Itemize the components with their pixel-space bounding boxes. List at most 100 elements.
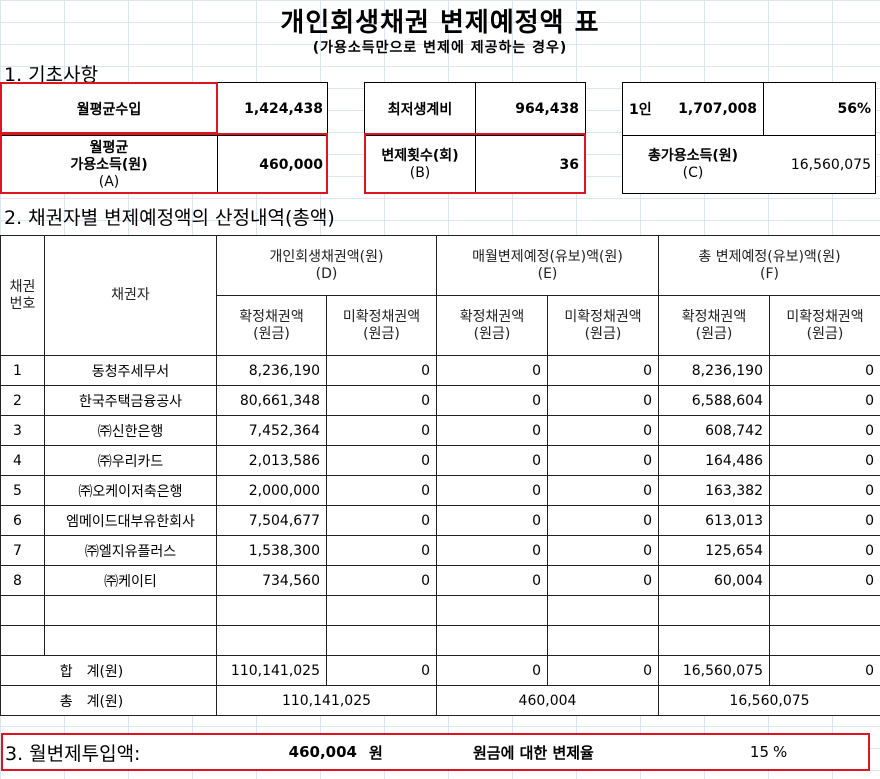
household-amount: 1,707,008 — [678, 101, 757, 117]
subtotal-label: 합 계(원) — [0, 655, 217, 686]
monthly-repayment-amount: 460,004 — [288, 743, 357, 761]
min-living-cost-value: 964,438 — [515, 101, 579, 117]
row-number: 4 — [0, 445, 45, 476]
table-row: 4 ㈜우리카드 2,013,586 0 0 0 164,486 0 — [0, 445, 880, 476]
cell-d-confirmed: 80,661,348 — [216, 385, 327, 416]
cell-e-unconfirmed: 0 — [547, 535, 659, 566]
row-number: 7 — [0, 535, 45, 566]
total-e: 460,004 — [436, 685, 659, 716]
cell-f-confirmed: 6,588,604 — [658, 385, 770, 416]
available-income-label-line1: 월평균 — [89, 139, 129, 156]
cell-e-unconfirmed: 0 — [547, 475, 659, 506]
total-label: 총 계(원) — [0, 685, 217, 716]
total-available-label: 총가용소득(원) (C) — [623, 136, 763, 194]
living-cost-box: 최저생계비 964,438 변제횟수(회) (B) 36 — [364, 82, 586, 194]
cell-f-confirmed: 608,742 — [658, 415, 770, 446]
creditor-name: ㈜오케이저축은행 — [44, 475, 217, 506]
header-e-unconfirmed: 미확정채권액 (원금) — [547, 295, 659, 356]
creditor-name: ㈜우리카드 — [44, 445, 217, 476]
row-number: 1 — [0, 355, 45, 386]
table-row: 3 ㈜신한은행 7,452,364 0 0 0 608,742 0 — [0, 415, 880, 446]
cell-e-confirmed: 0 — [436, 415, 548, 446]
repayment-rate-label: 원금에 대한 변제율 — [473, 743, 594, 762]
monthly-repayment-box: 3. 월변제투입액: 460,004 원 원금에 대한 변제율 15 % — [1, 733, 870, 771]
total-available-value: 16,560,075 — [790, 157, 871, 173]
cell-d-confirmed: 1,538,300 — [216, 535, 327, 566]
header-d-confirmed-line1: 확정채권액 — [239, 308, 304, 325]
subtotal-e-unconfirmed: 0 — [547, 655, 659, 686]
cell-d-confirmed: 2,000,000 — [216, 475, 327, 506]
cell-d-unconfirmed: 0 — [326, 385, 437, 416]
available-income-label-line2: 가용소득(원) — [70, 156, 148, 173]
cell-e-unconfirmed: 0 — [547, 415, 659, 446]
total-available-label-line1: 총가용소득(원) — [647, 148, 739, 164]
cell-d-unconfirmed: 0 — [326, 355, 437, 386]
cell-e-confirmed: 0 — [436, 355, 548, 386]
available-income-label-line3: (A) — [98, 173, 120, 190]
cell-f-unconfirmed: 0 — [769, 445, 880, 476]
header-f-confirmed-line2: (원금) — [695, 325, 733, 342]
cell-f-unconfirmed: 0 — [769, 385, 880, 416]
header-e-confirmed: 확정채권액 (원금) — [436, 295, 548, 356]
cell-f-unconfirmed: 0 — [769, 535, 880, 566]
cell-d-unconfirmed: 0 — [326, 565, 437, 596]
header-group-e-line2: (E) — [537, 265, 558, 282]
cell-e-confirmed: 0 — [436, 475, 548, 506]
cell-e-unconfirmed: 0 — [547, 355, 659, 386]
repayment-rate-unit: % — [773, 743, 788, 761]
header-d-confirmed: 확정채권액 (원금) — [216, 295, 327, 356]
cell-e-unconfirmed: 0 — [547, 505, 659, 536]
header-f-confirmed-line1: 확정채권액 — [681, 308, 747, 325]
header-group-f-line2: (F) — [760, 265, 779, 282]
header-f-unconfirmed-line2: (원금) — [806, 325, 844, 342]
total-row: 총 계(원) 110,141,025 460,004 16,560,075 — [0, 685, 880, 716]
total-d: 110,141,025 — [216, 685, 437, 716]
table-row: 7 ㈜엘지유플러스 1,538,300 0 0 0 125,654 0 — [0, 535, 880, 566]
header-group-e: 매월변제예정(유보)액(원) (E) — [436, 235, 659, 296]
header-group-e-line1: 매월변제예정(유보)액(원) — [472, 248, 623, 265]
table-row: 6 엠메이드대부유한회사 7,504,677 0 0 0 613,013 0 — [0, 505, 880, 536]
cell-d-unconfirmed: 0 — [326, 475, 437, 506]
header-f-unconfirmed: 미확정채권액 (원금) — [769, 295, 880, 356]
cell-f-unconfirmed: 0 — [769, 355, 880, 386]
section1-heading: 1. 기초사항 — [4, 64, 99, 86]
cell-f-confirmed: 60,004 — [658, 565, 770, 596]
table-row: 2 한국주택금융공사 80,661,348 0 0 0 6,588,604 0 — [0, 385, 880, 416]
cell-d-unconfirmed: 0 — [326, 505, 437, 536]
header-f-confirmed: 확정채권액 (원금) — [658, 295, 770, 356]
repayment-count-label-line1: 변제횟수(회) — [381, 148, 459, 164]
cell-d-confirmed: 734,560 — [216, 565, 327, 596]
creditor-name: ㈜신한은행 — [44, 415, 217, 446]
header-group-f-line1: 총 변제예정(유보)액(원) — [698, 248, 841, 265]
header-e-confirmed-line1: 확정채권액 — [459, 308, 525, 325]
cell-d-confirmed: 7,504,677 — [216, 505, 327, 536]
cell-d-confirmed: 7,452,364 — [216, 415, 327, 446]
subtotal-e-confirmed: 0 — [436, 655, 548, 686]
cell-e-confirmed: 0 — [436, 535, 548, 566]
cell-e-unconfirmed: 0 — [547, 445, 659, 476]
monthly-income-label: 월평균수입 — [76, 102, 142, 118]
header-f-unconfirmed-line1: 미확정채권액 — [786, 308, 864, 325]
subtotal-d-unconfirmed: 0 — [326, 655, 437, 686]
section3-heading: 3. 월변제투입액: — [5, 742, 141, 765]
empty-row — [0, 595, 880, 626]
cell-e-unconfirmed: 0 — [547, 565, 659, 596]
creditor-name: 한국주택금융공사 — [44, 385, 217, 416]
header-group-d-line2: (D) — [315, 265, 338, 282]
repayment-rate-value: 15 — [749, 743, 769, 761]
header-d-unconfirmed: 미확정채권액 (원금) — [326, 295, 437, 356]
min-living-cost-label: 최저생계비 — [387, 102, 453, 118]
subtotal-f-unconfirmed: 0 — [769, 655, 880, 686]
cell-e-confirmed: 0 — [436, 505, 548, 536]
row-number: 3 — [0, 415, 45, 446]
header-number: 채권 번호 — [0, 235, 45, 356]
creditor-table: 채권 번호 채권자 개인회생채권액(원) (D) 매월변제예정(유보)액(원) … — [0, 235, 880, 716]
repayment-count-label-line2: (B) — [409, 165, 431, 181]
total-available-label-line2: (C) — [682, 165, 704, 181]
header-group-d: 개인회생채권액(원) (D) — [216, 235, 437, 296]
table-row: 1 동청주세무서 8,236,190 0 0 0 8,236,190 0 — [0, 355, 880, 386]
header-d-confirmed-line2: (원금) — [253, 325, 290, 342]
cell-d-unconfirmed: 0 — [326, 415, 437, 446]
available-income-label: 월평균 가용소득(원) (A) — [1, 136, 217, 194]
cell-f-confirmed: 164,486 — [658, 445, 770, 476]
